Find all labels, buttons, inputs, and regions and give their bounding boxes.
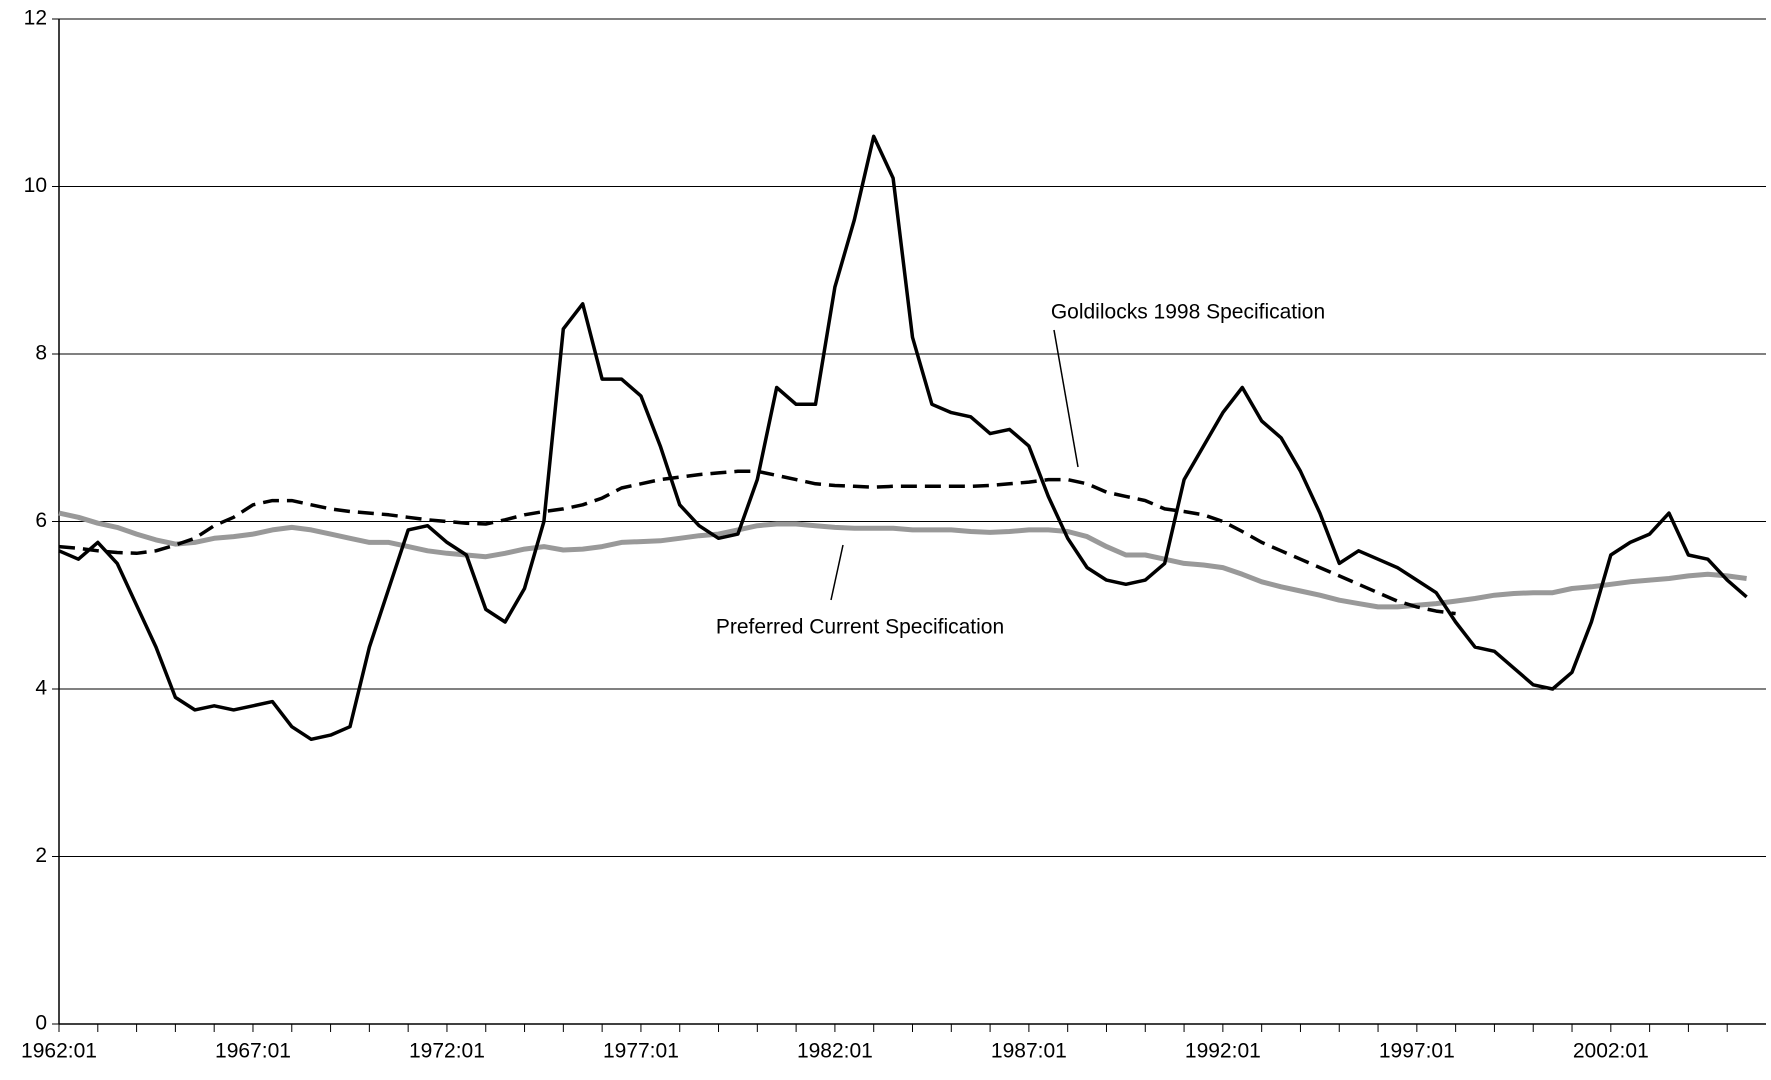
- x-tick-label: 1997:01: [1379, 1040, 1455, 1063]
- y-tick-label: 12: [24, 7, 47, 30]
- x-tick-label: 1992:01: [1185, 1040, 1261, 1063]
- series-annotation: Goldilocks 1998 Specification: [1051, 301, 1325, 324]
- annotation-leader: [830, 544, 844, 601]
- series-line: [58, 469, 1456, 616]
- y-tick-label: 0: [35, 1012, 47, 1035]
- y-tick-label: 8: [35, 342, 47, 365]
- x-tick-label: 1967:01: [215, 1040, 291, 1063]
- y-tick-label: 2: [35, 844, 47, 867]
- series-line: [58, 510, 1747, 610]
- x-tick-label: 1987:01: [991, 1040, 1067, 1063]
- x-tick-label: 1962:01: [21, 1040, 97, 1063]
- y-tick-label: 6: [35, 509, 47, 532]
- y-tick-label: 4: [35, 677, 47, 700]
- x-tick-label: 2002:01: [1573, 1040, 1649, 1063]
- annotation-leader: [1053, 329, 1079, 468]
- x-tick-label: 1972:01: [409, 1040, 485, 1063]
- x-tick-label: 1982:01: [797, 1040, 873, 1063]
- x-tick-label: 1977:01: [603, 1040, 679, 1063]
- series-line: [58, 134, 1748, 742]
- series-annotation: Preferred Current Specification: [716, 616, 1004, 639]
- y-tick-label: 10: [24, 174, 47, 197]
